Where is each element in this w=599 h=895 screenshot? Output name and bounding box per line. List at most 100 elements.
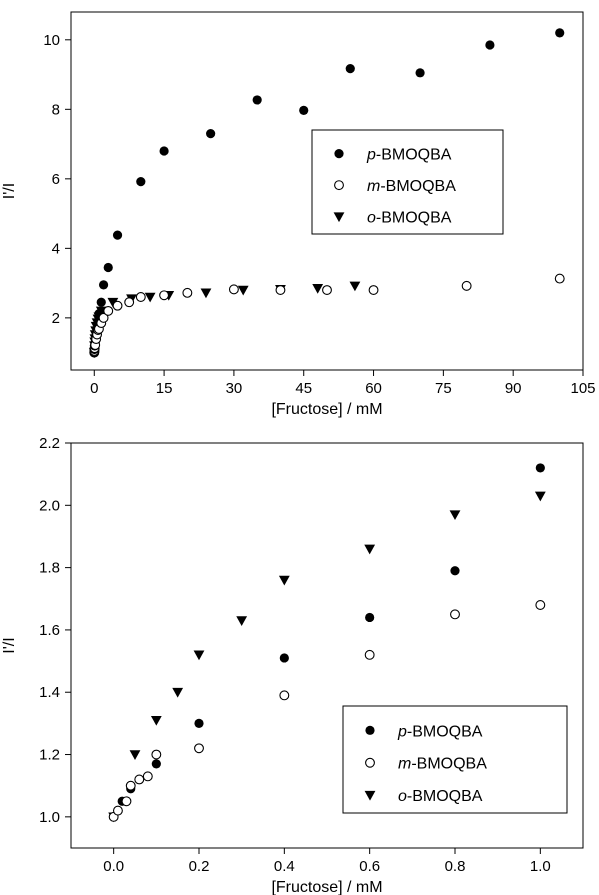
data-point-m	[112, 300, 123, 311]
data-point-o	[193, 650, 205, 661]
x-tick-label: 0.2	[189, 858, 210, 875]
data-point-o	[150, 715, 162, 726]
data-point-m	[275, 285, 286, 296]
data-point-m	[182, 287, 193, 298]
data-point-p	[136, 177, 146, 187]
data-point-m	[151, 749, 162, 760]
y-tick-label: 2.2	[39, 435, 60, 452]
data-point-o	[172, 687, 184, 698]
data-point-o	[312, 284, 324, 294]
data-point-o	[236, 616, 248, 626]
data-point-p	[299, 105, 309, 115]
legend-label-o: o-BMOQBA	[398, 788, 483, 805]
data-point-m	[125, 780, 136, 791]
x-tick-label: 75	[435, 380, 452, 397]
data-point-m	[103, 305, 114, 316]
y-axis-title: I'/I	[1, 183, 18, 199]
data-point-m	[159, 290, 170, 301]
data-point-p	[96, 297, 106, 307]
legend: p-BMOQBA m-BMOQBA o-BMOQBA	[311, 129, 504, 235]
chart-panel-1: 0 15 30 45 60 75 90 105 2 4 6 8 10 [Fructose] / mM I'/…	[1, 11, 596, 418]
data-point-m	[142, 771, 153, 782]
data-point-o	[200, 288, 212, 299]
y-tick-label: 1.4	[39, 684, 60, 701]
y-tick-label: 1.0	[39, 809, 60, 826]
data-point-m	[135, 292, 146, 302]
y-tick-label: 1.6	[39, 622, 60, 639]
data-point-p	[535, 463, 545, 473]
legend-label-p: p-BMOQBA	[397, 723, 483, 740]
legend-marker-o	[333, 212, 345, 223]
data-point-p	[159, 146, 169, 156]
data-point-p	[98, 280, 109, 290]
data-point-o	[534, 491, 546, 502]
plot-frame	[70, 442, 584, 849]
plot-frame	[70, 11, 584, 371]
y-tick-label: 1.8	[39, 560, 60, 577]
data-point-o	[144, 292, 156, 303]
data-points	[108, 463, 546, 823]
legend-marker-p	[334, 149, 344, 159]
data-point-m	[112, 805, 123, 816]
data-point-m	[98, 312, 109, 323]
data-point-m	[134, 774, 145, 785]
x-tick-label: 90	[505, 380, 522, 397]
legend: p-BMOQBA m-BMOQBA o-BMOQBA	[342, 705, 568, 814]
x-tick-label: 0.6	[359, 858, 380, 875]
data-point-o	[237, 285, 249, 296]
data-point-m	[368, 285, 379, 296]
data-point-p	[485, 40, 495, 50]
x-tick-label: 60	[365, 380, 382, 397]
data-point-m	[450, 609, 460, 620]
data-point-m	[535, 600, 546, 610]
legend-label-m: m-BMOQBA	[367, 178, 456, 195]
x-tick-label: 15	[156, 380, 173, 397]
y-tick-label: 4	[52, 240, 60, 257]
data-point-m	[279, 690, 290, 701]
data-point-m	[121, 796, 132, 807]
data-point-p	[194, 718, 204, 728]
data-point-o	[107, 297, 119, 308]
data-point-m	[461, 280, 472, 291]
data-point-m	[322, 285, 332, 296]
x-tick-label: 105	[570, 380, 595, 397]
x-tick-label: 30	[226, 380, 243, 397]
data-point-p	[112, 230, 123, 240]
data-point-p	[450, 566, 460, 576]
y-tick-label: 10	[43, 32, 60, 49]
y-tick-label: 2	[52, 310, 60, 327]
legend-label-p: p-BMOQBA	[366, 147, 452, 164]
data-point-p	[555, 28, 565, 38]
data-point-p	[252, 95, 262, 105]
x-tick-label: 1.0	[530, 858, 551, 875]
data-point-p	[345, 64, 355, 74]
data-point-m	[194, 743, 204, 754]
data-point-p	[415, 68, 425, 78]
y-axis-title: I'/I	[1, 637, 18, 653]
legend-marker-m	[334, 180, 344, 191]
data-point-p	[279, 653, 289, 663]
data-point-o	[129, 750, 141, 760]
legend-box	[311, 129, 504, 235]
data-point-p	[103, 262, 113, 273]
data-point-o	[349, 281, 361, 292]
legend-label-o: o-BMOQBA	[367, 210, 452, 227]
data-point-o	[364, 544, 376, 555]
chart-panel-2: 0.0 0.2 0.4 0.6 0.8 1.0 1.0 1.2 1.4 1.6 1.8 2.0 2.2 […	[1, 435, 584, 895]
y-tick-label: 1.2	[39, 747, 60, 764]
legend-label-m: m-BMOQBA	[398, 756, 487, 773]
legend-marker-o	[364, 790, 376, 801]
x-tick-label: 0.4	[274, 858, 295, 875]
data-point-m	[228, 284, 239, 295]
legend-box	[342, 705, 568, 814]
x-axis-title: [Fructose] / mM	[271, 879, 382, 895]
x-tick-label: 45	[295, 380, 312, 397]
y-tick-label: 8	[52, 101, 60, 118]
x-tick-label: 0	[90, 380, 98, 397]
data-point-p	[206, 129, 216, 139]
data-point-m	[364, 649, 375, 660]
data-point-o	[278, 575, 290, 586]
x-tick-label: 0.0	[103, 858, 124, 875]
data-point-p	[365, 612, 375, 623]
